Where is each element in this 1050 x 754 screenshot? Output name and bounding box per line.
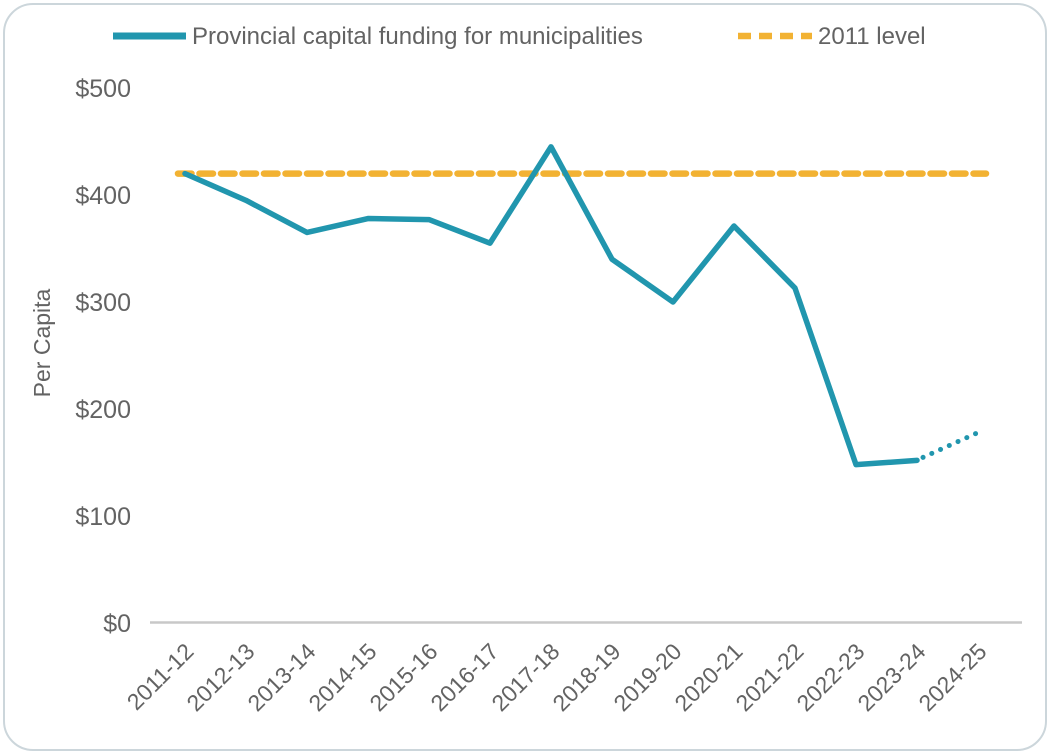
y-tick-label: $0 <box>103 610 131 638</box>
series-line-projected <box>920 430 981 460</box>
x-tick-label: 2024-25 <box>913 638 991 716</box>
y-tick-label: $200 <box>75 396 131 424</box>
x-axis-tick-labels: 2011-122012-132013-142014-152015-162016-… <box>122 638 992 716</box>
y-axis-tick-labels: $0 $100 $200 $300 $400 $500 <box>75 75 131 638</box>
y-tick-label: $100 <box>75 503 131 531</box>
legend-baseline-label: 2011 level <box>818 23 926 50</box>
series-line-solid <box>182 144 920 468</box>
legend: Provincial capital funding for municipal… <box>113 23 926 50</box>
y-axis-title: Per Capita <box>29 288 55 397</box>
funding-line-chart: Provincial capital funding for municipal… <box>29 23 1022 716</box>
y-tick-label: $500 <box>75 75 131 103</box>
legend-series-label: Provincial capital funding for municipal… <box>192 23 643 50</box>
y-tick-label: $400 <box>75 182 131 210</box>
chart-card: Provincial capital funding for municipal… <box>3 3 1047 751</box>
y-tick-label: $300 <box>75 289 131 317</box>
